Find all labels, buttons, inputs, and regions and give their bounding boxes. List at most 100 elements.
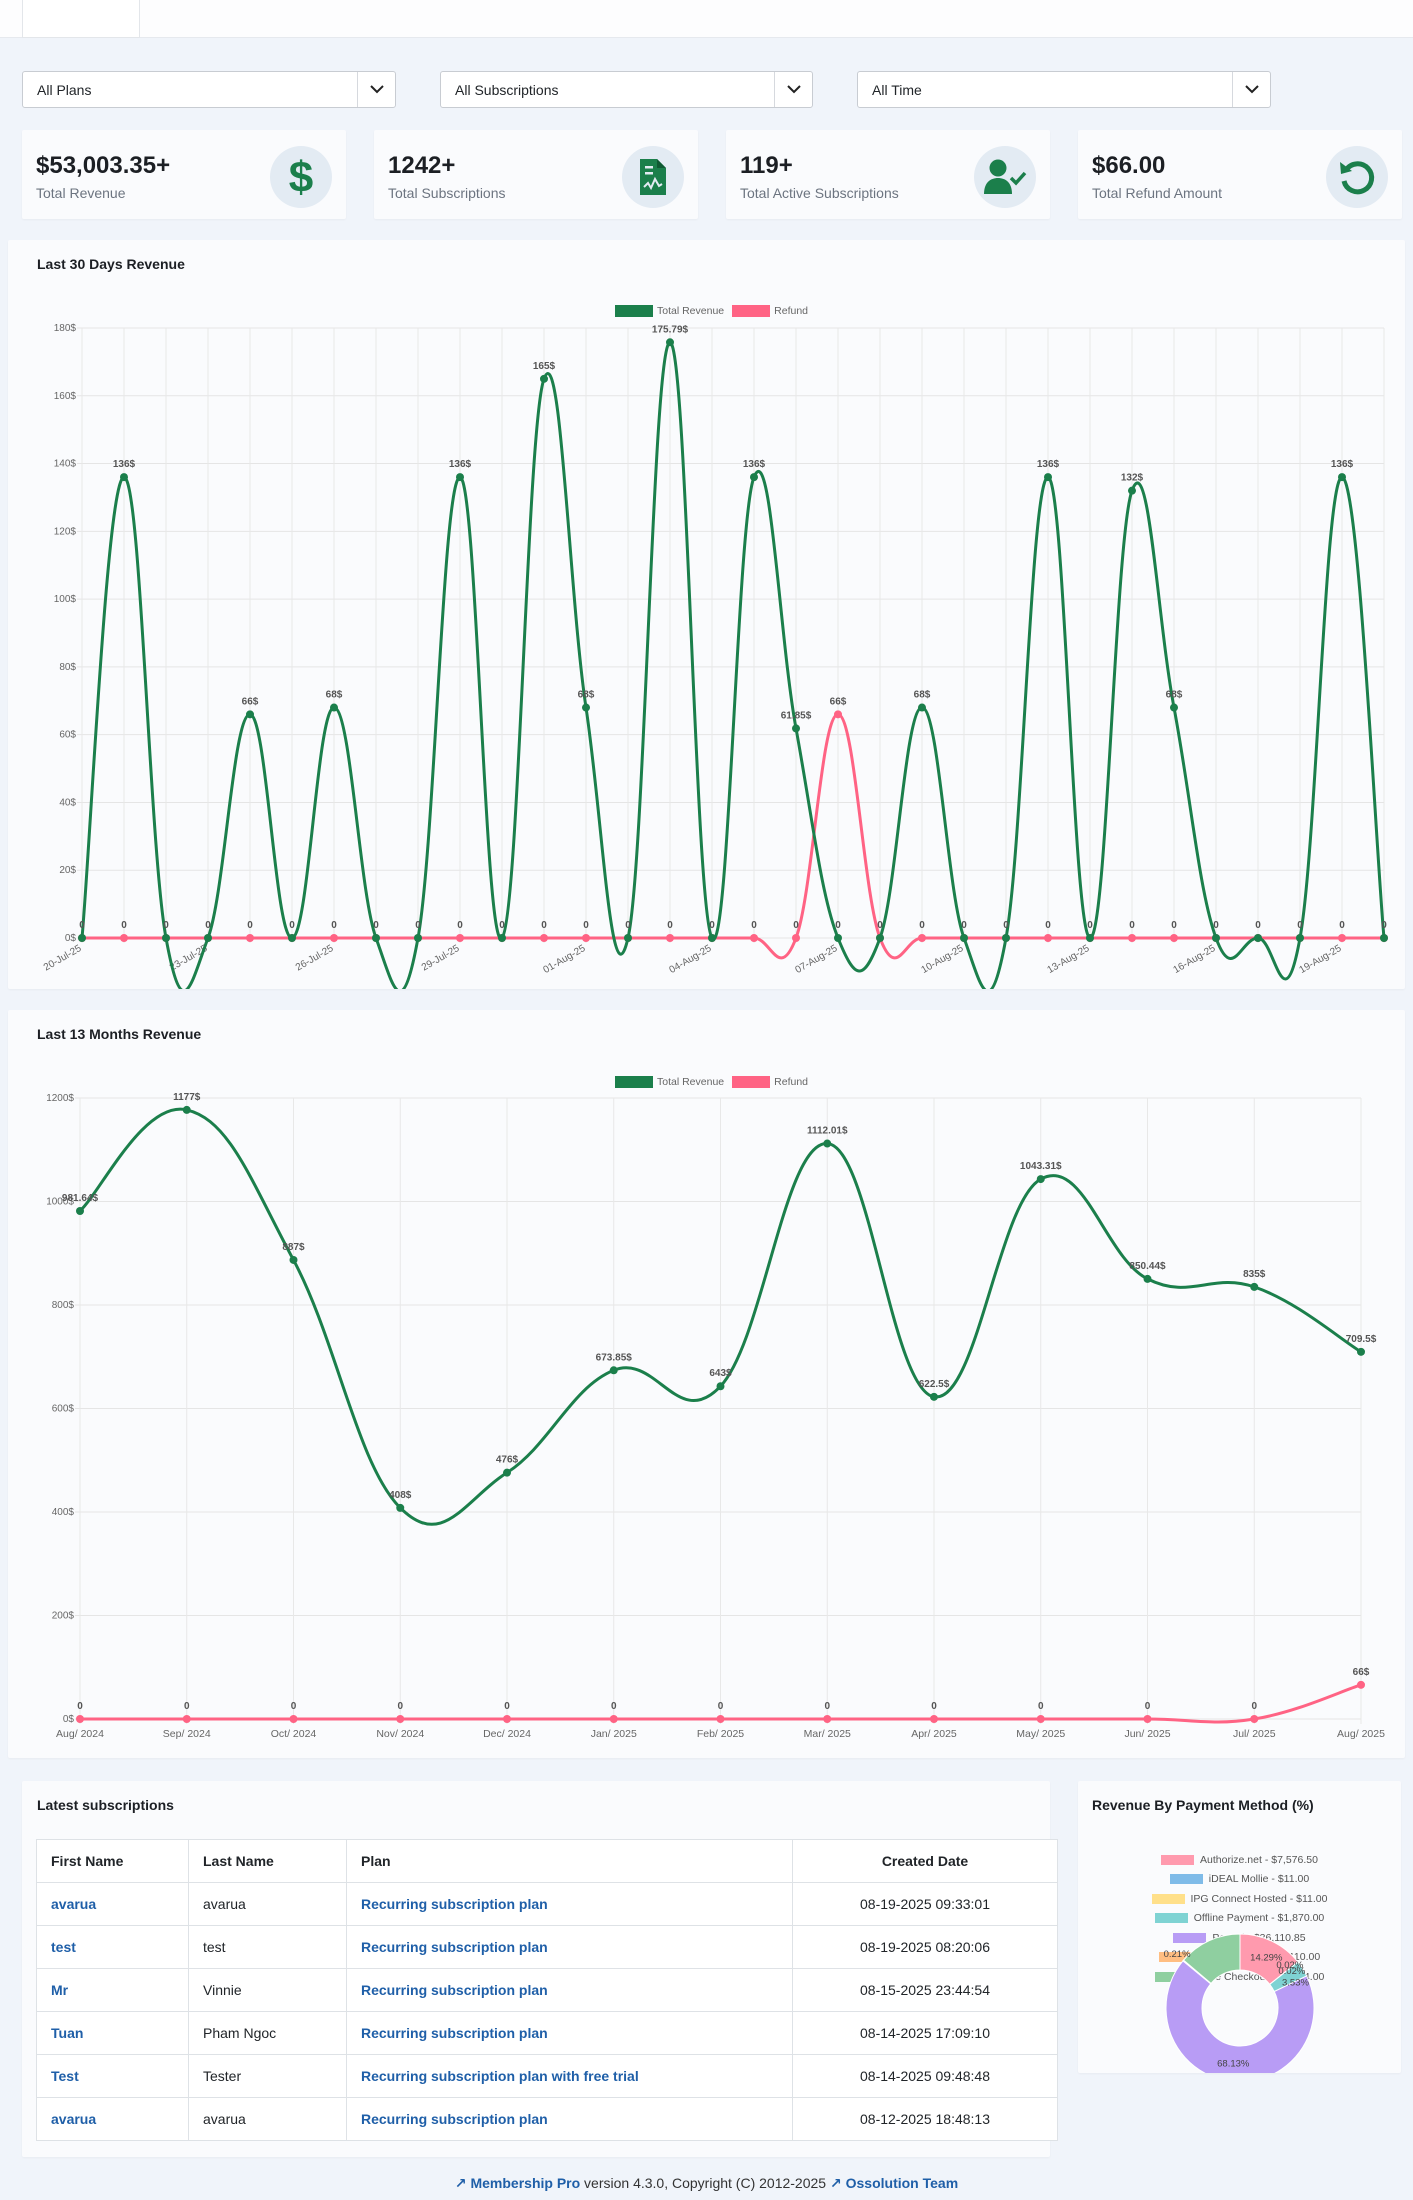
plan-link[interactable]: Recurring subscription plan xyxy=(361,1896,548,1912)
first-name-link[interactable]: avarua xyxy=(51,1896,97,1912)
first-name-link[interactable]: avarua xyxy=(51,2111,97,2127)
first-name-link[interactable]: Mr xyxy=(51,1982,69,1998)
revenue-point xyxy=(1380,934,1388,942)
column-header-last-name[interactable]: Last Name xyxy=(188,1839,347,1883)
x-tick-label: 07-Aug-25 xyxy=(794,943,840,976)
legend-item-revenue[interactable]: Total Revenue xyxy=(615,305,724,317)
revenue-data-label: 61.85$ xyxy=(781,710,812,721)
y-tick-label: 100$ xyxy=(54,594,77,605)
column-header-created-date[interactable]: Created Date xyxy=(792,1839,1058,1883)
legend-item-payment-method[interactable]: Authorize.net - $7,576.50 xyxy=(1078,1850,1401,1870)
plan-link[interactable]: Recurring subscription plan xyxy=(361,2025,548,2041)
first-name-link[interactable]: Test xyxy=(51,2068,79,2084)
legend-item-revenue[interactable]: Total Revenue xyxy=(615,1076,724,1088)
revenue-data-label: 66$ xyxy=(242,696,259,707)
table-row: Mr Vinnie Recurring subscription plan 08… xyxy=(36,1968,1058,2012)
revenue-data-label: 0 xyxy=(499,920,505,931)
refund-data-label: 0 xyxy=(541,920,547,931)
legend-item-payment-method[interactable]: Offline Payment - $1,870.00 xyxy=(1078,1909,1401,1929)
revenue-data-label: 1177$ xyxy=(173,1092,201,1103)
tab-dashboard[interactable] xyxy=(22,0,140,38)
column-header-plan[interactable]: Plan xyxy=(346,1839,793,1883)
refund-point xyxy=(120,934,128,942)
y-tick-label: 80$ xyxy=(59,662,76,673)
revenue-point xyxy=(396,1503,405,1512)
x-tick-label: Jun/ 2025 xyxy=(1124,1728,1170,1740)
revenue-point xyxy=(792,724,800,733)
pie-slice-label: 68.13% xyxy=(1217,2059,1250,2070)
legend-swatch xyxy=(1158,1952,1192,1963)
monthly-revenue-chart: 0$ 200$ 400$ 600$ 800$ 1000$ 1200$ Aug/ 2024 Sep… xyxy=(46,1092,1385,1740)
refund-data-label: 0 xyxy=(611,1701,617,1712)
revenue-data-label: 0 xyxy=(289,920,295,931)
revenue-point xyxy=(1170,703,1178,712)
top-tab-bar xyxy=(0,0,1413,38)
legend-item-refund[interactable]: Refund xyxy=(732,1076,808,1088)
refund-point xyxy=(834,710,842,719)
refund-data-label: 0 xyxy=(1129,920,1135,931)
plan-filter-select[interactable]: All Plans xyxy=(22,71,396,108)
time-filter-select[interactable]: All Time xyxy=(857,71,1271,108)
created-date-cell: 08-14-2025 17:09:10 xyxy=(792,2011,1058,2055)
legend-item-payment-method[interactable]: iDEAL Mollie - $11.00 xyxy=(1078,1870,1401,1890)
x-tick-label: 16-Aug-25 xyxy=(1172,943,1218,976)
refund-point xyxy=(1128,934,1136,942)
revenue-point xyxy=(1357,1347,1365,1356)
plan-link[interactable]: Recurring subscription plan xyxy=(361,2111,548,2127)
x-tick-label: 04-Aug-25 xyxy=(668,943,714,976)
svg-text:$: $ xyxy=(289,155,313,199)
refund-point xyxy=(666,934,674,942)
y-tick-label: 1200$ xyxy=(46,1093,74,1104)
revenue-point xyxy=(1002,934,1010,942)
pie-slice-label: 0.02% xyxy=(1276,1960,1303,1971)
subscriptions-table: First Name Last Name Plan Created Date a… xyxy=(36,1839,1058,2141)
refund-point xyxy=(503,1715,511,1723)
revenue-point xyxy=(1086,934,1094,942)
x-tick-label: Nov/ 2024 xyxy=(376,1728,424,1740)
refund-point xyxy=(396,1715,405,1723)
legend-label: Refund xyxy=(774,305,808,317)
y-tick-label: 180$ xyxy=(54,323,77,334)
refund-point xyxy=(1357,1680,1365,1689)
y-tick-label: 0$ xyxy=(65,933,77,944)
created-date-cell: 08-19-2025 09:33:01 xyxy=(792,1882,1058,1926)
revenue-point xyxy=(1128,486,1136,495)
daily-revenue-card: Last 30 Days Revenue Total Revenue Refun… xyxy=(8,240,1405,989)
refund-data-label: 0 xyxy=(1251,1701,1257,1712)
revenue-point xyxy=(918,703,926,712)
revenue-data-label: 835$ xyxy=(1243,1269,1266,1280)
refund-point xyxy=(918,934,926,942)
revenue-data-label: 622.5$ xyxy=(919,1379,950,1390)
revenue-data-label: 175.79$ xyxy=(652,324,689,335)
x-tick-label: Aug/ 2025 xyxy=(1337,1728,1385,1740)
refund-data-label: 0 xyxy=(247,920,253,931)
column-header-first-name[interactable]: First Name xyxy=(36,1839,189,1883)
refund-point xyxy=(246,934,254,942)
revenue-point xyxy=(1044,473,1052,482)
plan-link[interactable]: Recurring subscription plan xyxy=(361,1982,548,1998)
refund-data-label: 0 xyxy=(1171,920,1177,931)
x-tick-label: Aug/ 2024 xyxy=(56,1728,104,1740)
refund-data-label: 0 xyxy=(121,920,127,931)
plan-link[interactable]: Recurring subscription plan xyxy=(361,1939,548,1955)
revenue-point xyxy=(288,934,296,942)
subscription-filter-select[interactable]: All Subscriptions xyxy=(440,71,813,108)
y-tick-label: 120$ xyxy=(54,526,77,537)
first-name-link[interactable]: test xyxy=(51,1939,76,1955)
x-tick-label: Dec/ 2024 xyxy=(483,1728,531,1740)
ossolution-link[interactable]: ↗ Ossolution Team xyxy=(830,2175,958,2191)
y-tick-label: 800$ xyxy=(52,1300,75,1311)
stat-card-total-subscriptions: 1242+ Total Subscriptions xyxy=(374,130,698,219)
revenue-point xyxy=(372,934,380,942)
user-check-icon xyxy=(974,146,1036,208)
revenue-point xyxy=(834,934,842,942)
membership-pro-link[interactable]: ↗ Membership Pro xyxy=(455,2175,580,2191)
revenue-data-label: 0 xyxy=(625,920,631,931)
legend-item-refund[interactable]: Refund xyxy=(732,305,808,317)
legend-item-payment-method[interactable]: IPG Connect Hosted - $11.00 xyxy=(1078,1889,1401,1909)
chevron-down-icon xyxy=(357,72,395,107)
x-tick-label: May/ 2025 xyxy=(1016,1728,1065,1740)
plan-link[interactable]: Recurring subscription plan with free tr… xyxy=(361,2068,639,2084)
first-name-link[interactable]: Tuan xyxy=(51,2025,84,2041)
revenue-point xyxy=(503,1468,511,1477)
